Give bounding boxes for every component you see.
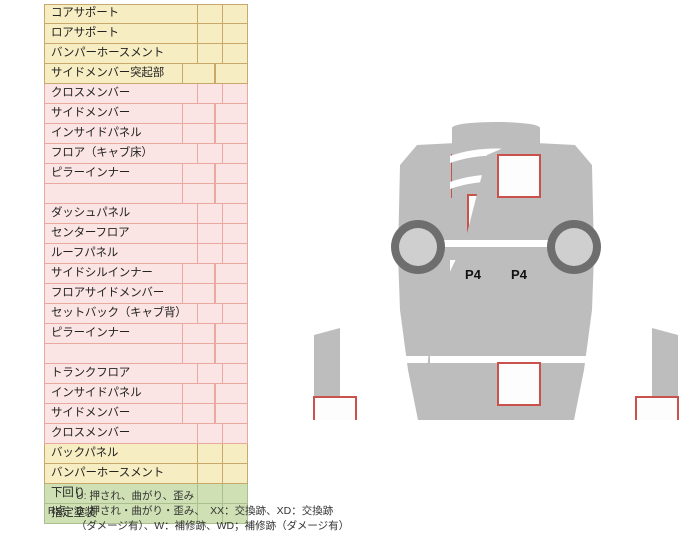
part-label: 指定塗装 [51, 506, 97, 519]
table-row: ピラーインナー C [44, 324, 248, 344]
part-label: セットバック（キャブ背） [51, 306, 187, 319]
legend: - U: 押され、曲がり、歪み R点 D: 押され・曲がり・歪み、 XX：交換跡… [26, 489, 446, 534]
right-side-view [425, 142, 679, 420]
right-front-panel [652, 328, 678, 416]
part-label: クロスメンバー [51, 426, 131, 439]
part-label: フロアサイドメンバー [51, 286, 164, 299]
legend-key-r: R点 [47, 505, 66, 517]
table-row: トランクフロア [44, 364, 248, 384]
table-row: インサイドパネル [44, 384, 248, 404]
part-label: サイドメンバー [51, 406, 131, 419]
table-row: コアサポート [44, 4, 248, 24]
right-divider-2 [430, 356, 588, 363]
sub-index-d: D [221, 344, 247, 363]
part-label: インサイドパネル [51, 126, 142, 139]
part-label: サイドメンバー [51, 106, 131, 119]
table-row: クロスメンバー [44, 84, 248, 104]
part-label: コアサポート [51, 7, 119, 20]
part-label: ルーフパネル [51, 246, 119, 259]
table-row: バックパネル [44, 444, 248, 464]
left-marker-outboard [313, 396, 357, 420]
sub-index-c: C [221, 324, 247, 343]
part-label: フロア（キャブ床） [51, 146, 153, 159]
vehicle-damage-diagram: P4 P4 [300, 120, 692, 420]
part-label: バンパーホースメント [51, 46, 164, 59]
table-row: B [44, 184, 248, 204]
table-row: ダッシュパネル [44, 204, 248, 224]
right-marker-outboard [635, 396, 679, 420]
table-row: D [44, 344, 248, 364]
part-label: 下回り [51, 486, 85, 499]
table-row: バンパーホースメント [44, 44, 248, 64]
part-label: ピラーインナー [51, 326, 131, 339]
table-row: セットバック（キャブ背） [44, 304, 248, 324]
right-body-outline [425, 142, 594, 420]
part-label: インサイドパネル [51, 386, 142, 399]
part-label: サイドシルインナー [51, 266, 153, 279]
table-row: サイドメンバー [44, 104, 248, 124]
right-front-wheel [547, 220, 601, 274]
legend-key-dash: - [62, 490, 67, 502]
table-row: サイドメンバー [44, 404, 248, 424]
sub-index-a: A [221, 164, 247, 183]
part-label: トランクフロア [51, 366, 131, 379]
table-row: ルーフパネル [44, 244, 248, 264]
right-p4-label: P4 [511, 267, 528, 282]
part-label: サイドメンバー突起部 [51, 66, 164, 79]
part-label: ピラーインナー [51, 166, 131, 179]
left-front-panel-gap [340, 326, 347, 418]
left-front-wheel [391, 220, 445, 274]
table-row: ロアサポート [44, 24, 248, 44]
part-label: ロアサポート [51, 26, 119, 39]
table-row: バンパーホースメント [44, 464, 248, 484]
table-row: センターフロア [44, 224, 248, 244]
right-marker-p4 [497, 362, 541, 406]
legend-text-r-continued: （ダメージ有）、W：補修跡、WD；補修跡（ダメージ有） [76, 520, 350, 532]
legend-text-r: D: 押され・曲がり・歪み、 XX：交換跡、XD：交換跡 [76, 505, 334, 517]
table-row: インサイドパネル [44, 124, 248, 144]
legend-row-dash: - U: 押され、曲がり、歪み [26, 489, 446, 504]
inspection-table: コアサポート ロアサポート バンパーホースメント サイドメンバー突起部 クロスメンバーサ… [44, 4, 248, 524]
table-row: クロスメンバー [44, 424, 248, 444]
table-row: フロア（キャブ床） [44, 144, 248, 164]
part-label: ダッシュパネル [51, 206, 131, 219]
legend-row-r: R点 D: 押され・曲がり・歪み、 XX：交換跡、XD：交換跡 [26, 504, 446, 519]
part-label: バンパーホースメント [51, 466, 164, 479]
right-marker-front-top [497, 154, 541, 198]
table-row: サイドシルインナー [44, 264, 248, 284]
left-front-panel [314, 328, 340, 416]
right-front-panel-gap [645, 326, 652, 418]
table-row: サイドメンバー突起部 [44, 64, 248, 84]
part-label: バックパネル [51, 446, 119, 459]
legend-text-dash: U: 押され、曲がり、歪み [76, 490, 195, 502]
part-label: センターフロア [51, 226, 130, 239]
table-row: ピラーインナー A [44, 164, 248, 184]
left-p4-label: P4 [465, 267, 482, 282]
sub-index-b: B [221, 184, 247, 203]
table-row: フロアサイドメンバー [44, 284, 248, 304]
part-label: クロスメンバー [51, 86, 131, 99]
